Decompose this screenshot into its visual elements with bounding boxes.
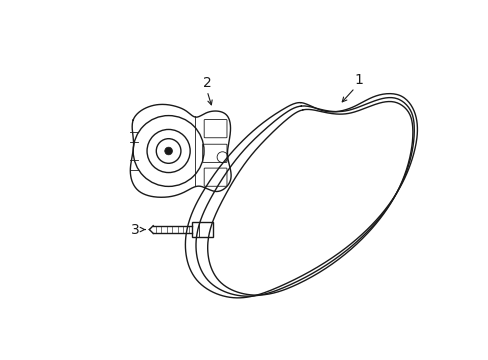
Bar: [191, 222, 213, 237]
Text: 2: 2: [203, 76, 211, 90]
Text: 3: 3: [131, 222, 140, 237]
Text: 1: 1: [354, 73, 363, 87]
Circle shape: [164, 147, 172, 155]
